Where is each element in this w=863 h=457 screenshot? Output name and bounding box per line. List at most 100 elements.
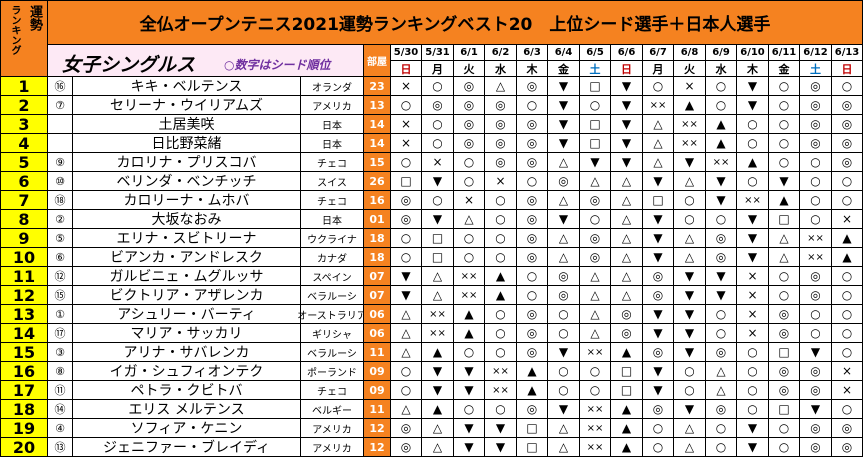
- fortune-mark-cell: ▼: [643, 229, 674, 248]
- fortune-mark-cell: ○: [737, 381, 769, 400]
- fortune-mark-cell: ×: [832, 381, 863, 400]
- country-cell: ベラルーシ: [301, 286, 364, 305]
- fortune-mark-cell: ◎: [800, 419, 832, 438]
- fortune-mark-cell: ○: [706, 77, 737, 96]
- fortune-mark-cell: ▲: [737, 153, 769, 172]
- seed-cell: ⑤: [48, 229, 73, 248]
- fortune-mark-cell: ○: [485, 210, 517, 229]
- fortune-mark-cell: ◎: [800, 286, 832, 305]
- fortune-mark-cell: ○: [769, 438, 800, 457]
- country-cell: チェコ: [301, 191, 364, 210]
- fortune-mark-cell: ▼: [643, 248, 674, 267]
- fortune-mark-cell: ○: [485, 324, 517, 343]
- fortune-mark-cell: ○: [832, 400, 863, 419]
- country-cell: チェコ: [301, 381, 364, 400]
- seed-cell: ⑥: [48, 248, 73, 267]
- fortune-mark-cell: ▼: [706, 172, 737, 191]
- fortune-mark-cell: ▲: [706, 134, 737, 153]
- fortune-mark-cell: △: [611, 172, 643, 191]
- seed-cell: ⑯: [48, 77, 73, 96]
- fortune-mark-cell: ○: [485, 229, 517, 248]
- fortune-mark-cell: ▼: [643, 381, 674, 400]
- fortune-mark-cell: ○: [800, 324, 832, 343]
- seed-cell: ⑱: [48, 191, 73, 210]
- fortune-mark-cell: ××: [485, 362, 517, 381]
- country-cell: 日本: [301, 210, 364, 229]
- fortune-mark-cell: ○: [674, 191, 706, 210]
- fortune-mark-cell: △: [643, 134, 674, 153]
- player-name-cell: イガ・シュフィオンテク: [73, 362, 301, 381]
- country-cell: ベラルーシ: [301, 343, 364, 362]
- fortune-mark-cell: □: [422, 248, 454, 267]
- fortune-mark-cell: ◎: [611, 324, 643, 343]
- fortune-mark-cell: ◎: [832, 96, 863, 115]
- fortune-mark-cell: ▲: [611, 400, 643, 419]
- weekday-cell: 日: [611, 61, 643, 77]
- player-name-cell: キキ・ベルテンス: [73, 77, 301, 96]
- country-cell: 日本: [301, 134, 364, 153]
- rank-cell: 11: [0, 267, 48, 286]
- fortune-mark-cell: ◎: [580, 229, 611, 248]
- fortune-mark-cell: ▼: [611, 153, 643, 172]
- fortune-mark-cell: ▲: [454, 324, 485, 343]
- fortune-mark-cell: △: [674, 438, 706, 457]
- fortune-mark-cell: ○: [643, 419, 674, 438]
- fortune-mark-cell: ○: [769, 134, 800, 153]
- player-name-cell: アリナ・サバレンカ: [73, 343, 301, 362]
- weekday-cell: 日: [832, 61, 863, 77]
- fortune-mark-cell: ◎: [580, 191, 611, 210]
- fortune-mark-cell: ◎: [422, 96, 454, 115]
- fortune-mark-cell: ×: [737, 286, 769, 305]
- fortune-mark-cell: ○: [706, 96, 737, 115]
- fortune-mark-cell: ×: [737, 305, 769, 324]
- room-cell: 09: [364, 362, 391, 381]
- date-cell: 6/7: [643, 45, 674, 61]
- fortune-mark-cell: ▼: [643, 362, 674, 381]
- date-cell: 6/1: [454, 45, 485, 61]
- fortune-mark-cell: ▼: [737, 419, 769, 438]
- room-cell: 07: [364, 267, 391, 286]
- rank-cell: 5: [0, 153, 48, 172]
- rank-cell: 4: [0, 134, 48, 153]
- fortune-mark-cell: △: [548, 438, 580, 457]
- room-cell: 14: [364, 134, 391, 153]
- fortune-mark-cell: ◎: [643, 286, 674, 305]
- fortune-mark-cell: ○: [391, 362, 422, 381]
- fortune-mark-cell: △: [611, 210, 643, 229]
- seed-cell: ③: [48, 343, 73, 362]
- country-cell: カナダ: [301, 248, 364, 267]
- country-cell: ギリシャ: [301, 324, 364, 343]
- player-name-cell: マリア・サッカリ: [73, 324, 301, 343]
- room-cell: 15: [364, 153, 391, 172]
- date-cell: 6/2: [485, 45, 517, 61]
- weekday-cell: 日: [391, 61, 422, 77]
- fortune-mark-cell: ▲: [706, 115, 737, 134]
- fortune-mark-cell: ○: [548, 305, 580, 324]
- fortune-mark-cell: ×: [391, 115, 422, 134]
- fortune-mark-cell: □: [611, 362, 643, 381]
- seed-cell: ⑰: [48, 324, 73, 343]
- rank-cell: 18: [0, 400, 48, 419]
- fortune-mark-cell: ×: [391, 134, 422, 153]
- fortune-mark-cell: △: [611, 286, 643, 305]
- country-cell: スイス: [301, 172, 364, 191]
- fortune-mark-cell: △: [548, 419, 580, 438]
- fortune-mark-cell: ××: [800, 248, 832, 267]
- fortune-mark-cell: ○: [485, 191, 517, 210]
- rank-cell: 8: [0, 210, 48, 229]
- fortune-mark-cell: ▲: [485, 267, 517, 286]
- fortune-mark-cell: △: [548, 248, 580, 267]
- fortune-mark-cell: ○: [485, 248, 517, 267]
- fortune-mark-cell: ▼: [548, 77, 580, 96]
- fortune-mark-cell: ◎: [800, 362, 832, 381]
- fortune-mark-cell: ◎: [832, 419, 863, 438]
- fortune-mark-cell: ◎: [454, 134, 485, 153]
- fortune-mark-cell: ▲: [611, 438, 643, 457]
- weekday-cell: 金: [548, 61, 580, 77]
- fortune-mark-cell: ▼: [611, 134, 643, 153]
- fortune-mark-cell: ▼: [548, 343, 580, 362]
- fortune-mark-cell: ××: [422, 324, 454, 343]
- player-name-cell: セリーナ・ウイリアムズ: [73, 96, 301, 115]
- fortune-mark-cell: ○: [485, 343, 517, 362]
- seed-cell: ⑭: [48, 400, 73, 419]
